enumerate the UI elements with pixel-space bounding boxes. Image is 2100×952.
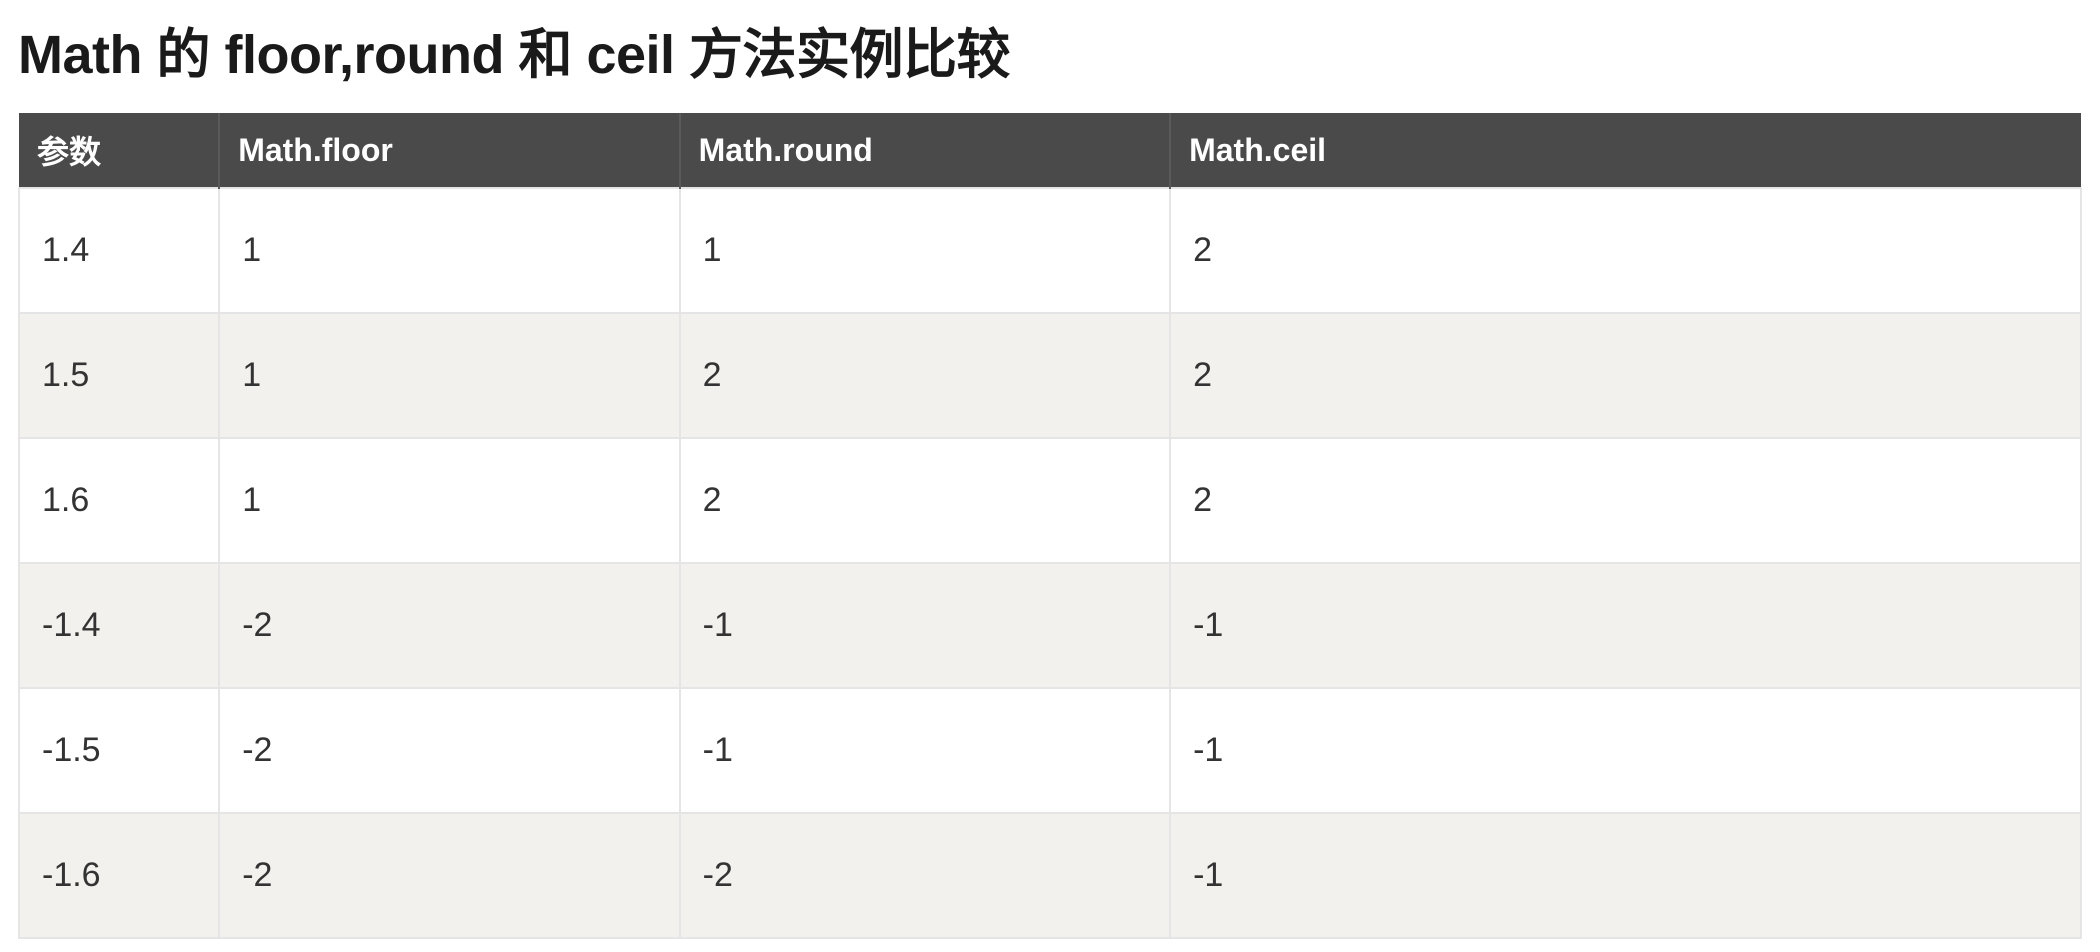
table-row: -1.5 -2 -1 -1 xyxy=(19,688,2081,813)
table-row: 1.5 1 2 2 xyxy=(19,313,2081,438)
table-row: 1.6 1 2 2 xyxy=(19,438,2081,563)
table-row: 1.4 1 1 2 xyxy=(19,188,2081,313)
cell-ceil: -1 xyxy=(1170,688,2081,813)
cell-ceil: 2 xyxy=(1170,188,2081,313)
cell-param: 1.5 xyxy=(19,313,219,438)
cell-param: 1.4 xyxy=(19,188,219,313)
cell-ceil: -1 xyxy=(1170,813,2081,938)
cell-round: -2 xyxy=(680,813,1170,938)
cell-ceil: 2 xyxy=(1170,438,2081,563)
cell-floor: 1 xyxy=(219,188,679,313)
table-header-row: 参数 Math.floor Math.round Math.ceil xyxy=(19,113,2081,188)
cell-floor: -2 xyxy=(219,813,679,938)
cell-floor: 1 xyxy=(219,438,679,563)
cell-round: -1 xyxy=(680,688,1170,813)
cell-param: -1.5 xyxy=(19,688,219,813)
cell-round: -1 xyxy=(680,563,1170,688)
col-header-floor: Math.floor xyxy=(219,113,679,188)
page-title: Math 的 floor,round 和 ceil 方法实例比较 xyxy=(18,10,2082,89)
col-header-param: 参数 xyxy=(19,113,219,188)
cell-round: 2 xyxy=(680,313,1170,438)
math-comparison-table: 参数 Math.floor Math.round Math.ceil 1.4 1… xyxy=(18,113,2082,939)
cell-round: 2 xyxy=(680,438,1170,563)
cell-floor: -2 xyxy=(219,688,679,813)
col-header-ceil: Math.ceil xyxy=(1170,113,2081,188)
table-row: -1.6 -2 -2 -1 xyxy=(19,813,2081,938)
cell-round: 1 xyxy=(680,188,1170,313)
cell-param: -1.4 xyxy=(19,563,219,688)
col-header-round: Math.round xyxy=(680,113,1170,188)
cell-param: -1.6 xyxy=(19,813,219,938)
cell-ceil: -1 xyxy=(1170,563,2081,688)
cell-floor: -2 xyxy=(219,563,679,688)
cell-param: 1.6 xyxy=(19,438,219,563)
cell-floor: 1 xyxy=(219,313,679,438)
cell-ceil: 2 xyxy=(1170,313,2081,438)
table-row: -1.4 -2 -1 -1 xyxy=(19,563,2081,688)
